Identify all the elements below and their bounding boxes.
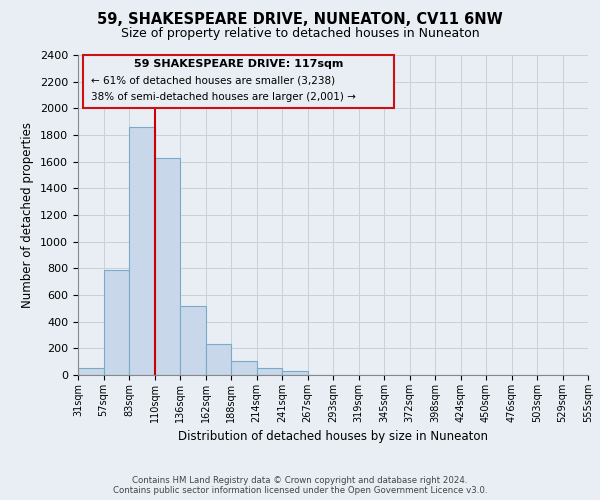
Bar (180, 306, 205, 375)
Text: Contains HM Land Registry data © Crown copyright and database right 2024.
Contai: Contains HM Land Registry data © Crown c… (113, 476, 487, 495)
Bar (205, 344, 231, 375)
Y-axis label: Number of detached properties: Number of detached properties (22, 122, 34, 308)
Text: ← 61% of detached houses are smaller (3,238): ← 61% of detached houses are smaller (3,… (91, 76, 335, 86)
Text: 38% of semi-detached houses are larger (2,001) →: 38% of semi-detached houses are larger (… (91, 92, 356, 102)
FancyBboxPatch shape (83, 55, 394, 108)
Bar (282, 371, 308, 375)
X-axis label: Distribution of detached houses by size in Nuneaton: Distribution of detached houses by size … (178, 430, 488, 444)
Bar (78, 368, 104, 375)
Text: Size of property relative to detached houses in Nuneaton: Size of property relative to detached ho… (121, 28, 479, 40)
Text: 59, SHAKESPEARE DRIVE, NUNEATON, CV11 6NW: 59, SHAKESPEARE DRIVE, NUNEATON, CV11 6N… (97, 12, 503, 28)
Bar (155, 158, 180, 375)
Bar (104, 270, 129, 375)
Bar (231, 361, 257, 375)
Bar (129, 127, 155, 375)
Text: 59 SHAKESPEARE DRIVE: 117sqm: 59 SHAKESPEARE DRIVE: 117sqm (134, 59, 343, 69)
Bar (257, 368, 282, 375)
